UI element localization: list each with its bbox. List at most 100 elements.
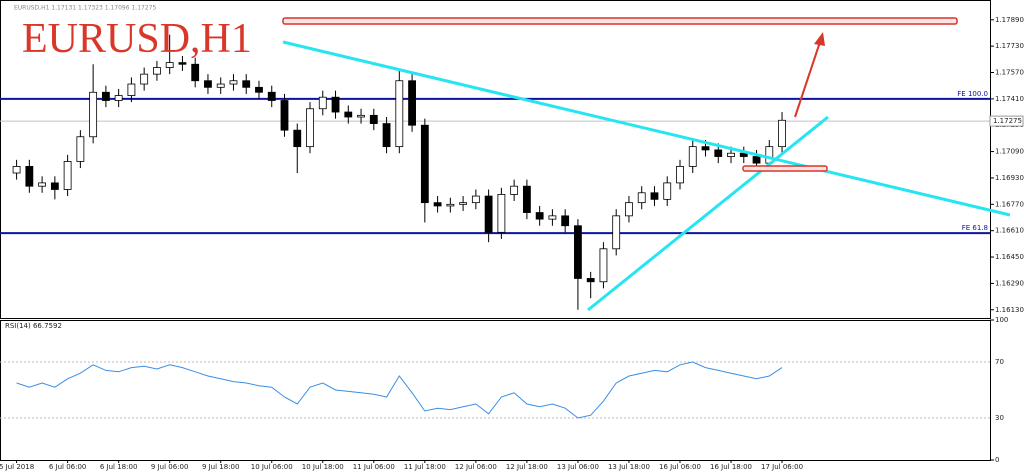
candle-body bbox=[586, 278, 595, 283]
x-tick-label: 12 Jul 06:00 bbox=[455, 463, 497, 471]
y-tick-label: 1.16770 bbox=[995, 200, 1024, 208]
y-tick-label: 1.16610 bbox=[995, 227, 1024, 235]
candle-body bbox=[714, 149, 723, 157]
candle-body bbox=[612, 215, 621, 250]
last-price-box bbox=[989, 115, 1024, 127]
candle-body bbox=[101, 91, 110, 101]
candle-body bbox=[369, 114, 378, 124]
candle-body bbox=[676, 166, 684, 184]
x-tick-label: 10 Jul 06:00 bbox=[251, 463, 293, 471]
y-tick-label: 100 bbox=[995, 316, 1008, 324]
candle-body bbox=[153, 67, 161, 75]
candle-body bbox=[306, 108, 314, 148]
x-tick-label: 13 Jul 18:00 bbox=[608, 463, 650, 471]
candle-body bbox=[382, 123, 391, 148]
candle-body bbox=[471, 195, 480, 204]
candle-body bbox=[229, 80, 238, 85]
y-tick-label: 70 bbox=[995, 358, 1004, 366]
candle-body bbox=[191, 63, 200, 82]
candle-body bbox=[599, 248, 608, 283]
rsi-panel-frame bbox=[0, 320, 991, 461]
x-tick-label: 11 Jul 18:00 bbox=[404, 463, 446, 471]
x-tick-label: 10 Jul 18:00 bbox=[302, 463, 344, 471]
candle-body bbox=[89, 91, 98, 138]
candle-body bbox=[344, 111, 353, 118]
candle-body bbox=[561, 215, 570, 227]
candle-body bbox=[510, 185, 519, 195]
zone-box bbox=[742, 165, 828, 172]
y-tick-label: 1.16130 bbox=[995, 306, 1024, 314]
rsi-line bbox=[16, 361, 783, 419]
candle-body bbox=[752, 156, 761, 164]
candle-body bbox=[625, 202, 633, 217]
candle-body bbox=[778, 119, 786, 148]
candle-body bbox=[459, 202, 468, 205]
candle-body bbox=[165, 62, 174, 68]
y-tick-label: 30 bbox=[995, 414, 1004, 422]
x-tick-label: 13 Jul 06:00 bbox=[557, 463, 599, 471]
candle-body bbox=[395, 80, 404, 148]
candle-body bbox=[433, 202, 442, 207]
y-tick-label: 0 bbox=[995, 456, 999, 464]
x-tick-label: 9 Jul 18:00 bbox=[202, 463, 240, 471]
rsi-title: RSI(14) 66.7592 bbox=[5, 322, 62, 330]
x-tick-label: 6 Jul 06:00 bbox=[49, 463, 87, 471]
candle-body bbox=[76, 136, 85, 162]
x-tick-label: 12 Jul 18:00 bbox=[506, 463, 548, 471]
candle-body bbox=[12, 166, 21, 174]
x-tick-label: 16 Jul 18:00 bbox=[710, 463, 752, 471]
candle-body bbox=[497, 194, 506, 233]
candle-body bbox=[331, 96, 340, 113]
x-tick-label: 6 Jul 18:00 bbox=[100, 463, 138, 471]
candle-body bbox=[535, 212, 544, 220]
candle-body bbox=[663, 182, 672, 200]
candle-body bbox=[178, 62, 187, 65]
candle-body bbox=[727, 152, 735, 157]
candle-body bbox=[38, 182, 47, 187]
arrow bbox=[794, 41, 821, 118]
candle-body bbox=[574, 225, 582, 279]
y-tick-label: 1.17890 bbox=[995, 16, 1024, 24]
candle-body bbox=[242, 80, 251, 88]
candle-body bbox=[267, 91, 276, 101]
candle-body bbox=[318, 96, 327, 110]
chart-title: EURUSD,H1 bbox=[22, 16, 252, 62]
candle-body bbox=[739, 152, 748, 157]
y-tick-label: 1.17730 bbox=[995, 42, 1024, 50]
zone-box bbox=[282, 17, 958, 25]
candle-body bbox=[127, 83, 136, 96]
last-price-label: 1.17275 bbox=[993, 117, 1022, 125]
y-tick-label: 1.16930 bbox=[995, 174, 1024, 182]
candle-body bbox=[63, 161, 72, 190]
trend-line bbox=[587, 115, 829, 312]
candle-body bbox=[293, 129, 302, 148]
level-label: FE 100.0 bbox=[957, 90, 988, 98]
arrow-head bbox=[814, 32, 825, 46]
price-panel-frame bbox=[0, 0, 991, 319]
candle-body bbox=[50, 182, 59, 190]
candle-body bbox=[25, 166, 34, 187]
candle-body bbox=[688, 146, 697, 167]
level-label: FE 61.8 bbox=[962, 224, 988, 232]
candle-body bbox=[255, 86, 263, 93]
header: EURUSD,H1 1.17131 1.17323 1.17096 1.1727… bbox=[14, 5, 156, 12]
trend-line bbox=[282, 40, 1011, 217]
candle-body bbox=[650, 192, 659, 200]
marks: 1.178901.177301.175701.174101.172501.170… bbox=[0, 16, 1024, 471]
x-tick-label: 17 Jul 06:00 bbox=[761, 463, 803, 471]
candle-body bbox=[637, 192, 646, 204]
candle-body bbox=[114, 95, 123, 101]
candle-body bbox=[484, 195, 493, 233]
y-tick-label: 1.16290 bbox=[995, 279, 1024, 287]
candle-body bbox=[357, 114, 365, 118]
candle-body bbox=[701, 146, 710, 151]
candle-body bbox=[522, 185, 531, 213]
candle-body bbox=[216, 83, 225, 88]
x-tick-label: 11 Jul 06:00 bbox=[353, 463, 395, 471]
candle-body bbox=[408, 80, 416, 126]
candle-body bbox=[140, 73, 149, 85]
y-tick-label: 1.17570 bbox=[995, 68, 1024, 76]
y-tick-label: 1.17410 bbox=[995, 95, 1024, 103]
x-tick-label: 5 Jul 2018 bbox=[0, 463, 34, 471]
